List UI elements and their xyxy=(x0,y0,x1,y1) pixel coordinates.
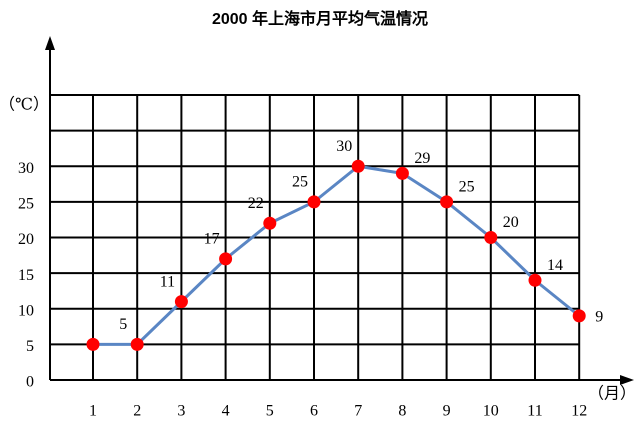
x-tick-label: 8 xyxy=(398,403,406,420)
data-label: 5 xyxy=(119,316,127,333)
x-tick-label: 5 xyxy=(266,403,274,420)
x-tick-label: 1 xyxy=(89,403,97,420)
y-axis-arrow xyxy=(45,36,55,50)
y-axis-label: （℃） xyxy=(0,96,49,114)
x-tick-label: 7 xyxy=(354,403,362,420)
x-axis-arrow xyxy=(620,375,634,385)
chart-title: 2000 年上海市月平均气温情况 xyxy=(212,9,428,28)
y-tick-label: 5 xyxy=(26,338,34,355)
y-tick-label: 25 xyxy=(18,196,34,213)
x-tick-label: 3 xyxy=(177,403,185,420)
x-tick-label: 10 xyxy=(483,403,499,420)
marker xyxy=(395,166,409,180)
x-tick-label: 11 xyxy=(527,403,542,420)
marker xyxy=(307,195,321,209)
marker xyxy=(86,337,100,351)
marker xyxy=(572,309,586,323)
data-label: 11 xyxy=(160,273,175,290)
data-label: 9 xyxy=(595,309,603,326)
x-tick-label: 6 xyxy=(310,403,318,420)
x-tick-label: 12 xyxy=(571,403,587,420)
data-label: 25 xyxy=(459,179,475,196)
data-label: 17 xyxy=(204,231,220,248)
x-tick-label: 4 xyxy=(222,403,230,420)
marker xyxy=(219,252,233,266)
x-tick-label: 2 xyxy=(133,403,141,420)
marker xyxy=(351,159,365,173)
data-label: 14 xyxy=(547,257,563,274)
x-axis-label: （月） xyxy=(588,385,636,403)
marker xyxy=(263,216,277,230)
x-tick-label: 9 xyxy=(443,403,451,420)
y-tick-label: 30 xyxy=(18,160,34,177)
y-tick-label: 10 xyxy=(18,302,34,319)
data-label: 20 xyxy=(503,214,519,231)
marker xyxy=(484,231,498,244)
y-tick-label: 15 xyxy=(18,267,34,284)
data-label: 25 xyxy=(292,174,308,191)
marker xyxy=(440,195,454,209)
data-label: 29 xyxy=(414,150,430,167)
marker xyxy=(130,337,144,351)
data-label: 30 xyxy=(336,138,352,155)
line xyxy=(93,164,581,346)
marker xyxy=(528,273,542,287)
marker xyxy=(174,295,188,309)
data-label: 22 xyxy=(248,195,264,212)
y-tick-label: 20 xyxy=(18,231,34,248)
y-tick-label: 0 xyxy=(26,374,34,391)
